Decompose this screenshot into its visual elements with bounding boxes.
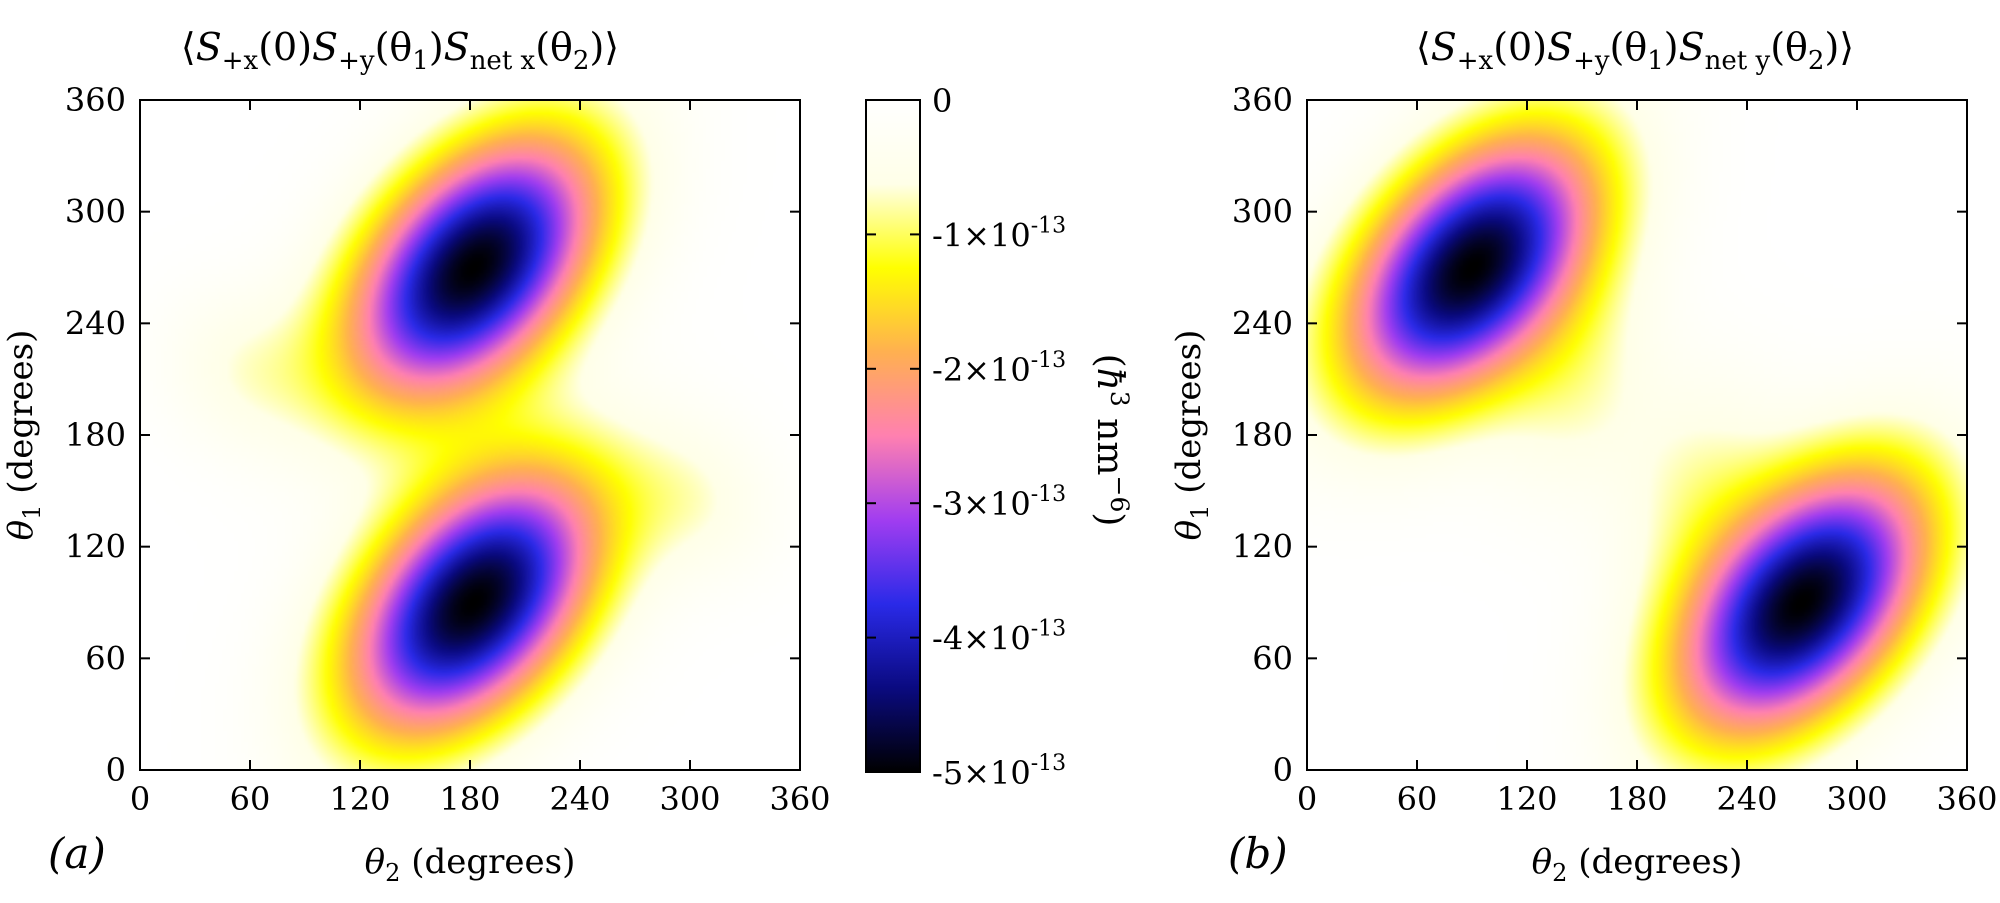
panel-b-heatmap [1307,100,1967,770]
x-tick-label: 300 [1826,780,1887,818]
x-tick-label: 0 [130,780,150,818]
x-tick-label: 240 [1716,780,1777,818]
panel-a-xlabel: θ2 (degrees) [365,842,576,887]
y-tick-label: 0 [1273,751,1293,789]
colorbar-tick-label: -1×10-13 [932,213,1066,254]
y-tick-label: 360 [65,81,126,119]
x-tick-label: 180 [1606,780,1667,818]
y-tick-label: 300 [65,193,126,231]
x-tick-label: 120 [1496,780,1557,818]
x-tick-label: 60 [1397,780,1438,818]
y-tick-label: 120 [1232,528,1293,566]
y-tick-label: 60 [85,639,126,677]
colorbar-frame [865,99,921,773]
colorbar-ticks: 0 -1×10-13 -2×10-13 -3×10-13 -4×10-13 -5×10-1… [866,82,1066,792]
panel-b-label: (b) [1228,829,1288,878]
panel-a: ⟨S+x(0)S+y(θ1)Snet x(θ2)⟩ 0 60 120 180 240 30… [1,25,831,887]
y-tick-label: 240 [65,304,126,342]
panel-a-frame [139,99,801,771]
y-tick-label: 0 [106,751,126,789]
colorbar-tick-label: -4×10-13 [932,617,1066,658]
x-tick-label: 240 [549,780,610,818]
colorbar-tick-label: -3×10-13 [932,482,1066,523]
x-tick-label: 60 [230,780,271,818]
y-tick-label: 240 [1232,304,1293,342]
y-tick-label: 300 [1232,193,1293,231]
x-tick-label: 180 [439,780,500,818]
x-tick-label: 360 [1936,780,1997,818]
panel-b-ylabel: θ1 (degrees) [1169,330,1214,541]
panel-b-frame [1306,99,1968,771]
colorbar-tick-label: -2×10-13 [932,348,1066,389]
x-tick-label: 300 [659,780,720,818]
panel-b: ⟨S+x(0)S+y(θ1)Snet y(θ2)⟩ 0 60 120 180 240 30… [1169,25,1998,887]
colorbar-tick-label: 0 [932,82,952,120]
panel-a-ylabel: θ1 (degrees) [1,330,46,541]
panel-a-title: ⟨S+x(0)S+y(θ1)Snet x(θ2)⟩ [181,25,619,76]
panel-a-ticks: 0 60 120 180 240 300 360 0 60 120 180 240 300 360 [65,81,831,818]
panel-a-heatmap [140,100,800,770]
panel-b-title: ⟨S+x(0)S+y(θ1)Snet y(θ2)⟩ [1416,25,1854,76]
panel-a-label: (a) [48,829,106,878]
panel-b-xlabel: θ2 (degrees) [1532,842,1743,887]
y-tick-label: 360 [1232,81,1293,119]
y-tick-label: 60 [1252,639,1293,677]
colorbar-gradient [866,100,920,772]
y-tick-label: 180 [1232,416,1293,454]
x-tick-label: 120 [329,780,390,818]
y-tick-label: 120 [65,528,126,566]
colorbar: 0 -1×10-13 -2×10-13 -3×10-13 -4×10-13 -5×10-1… [865,82,1134,792]
colorbar-tick-label: -5×10-13 [932,751,1066,792]
colorbar-label: (ħ3 nm−6) [1089,354,1134,527]
x-tick-label: 360 [769,780,830,818]
y-tick-label: 180 [65,416,126,454]
x-tick-label: 0 [1297,780,1317,818]
